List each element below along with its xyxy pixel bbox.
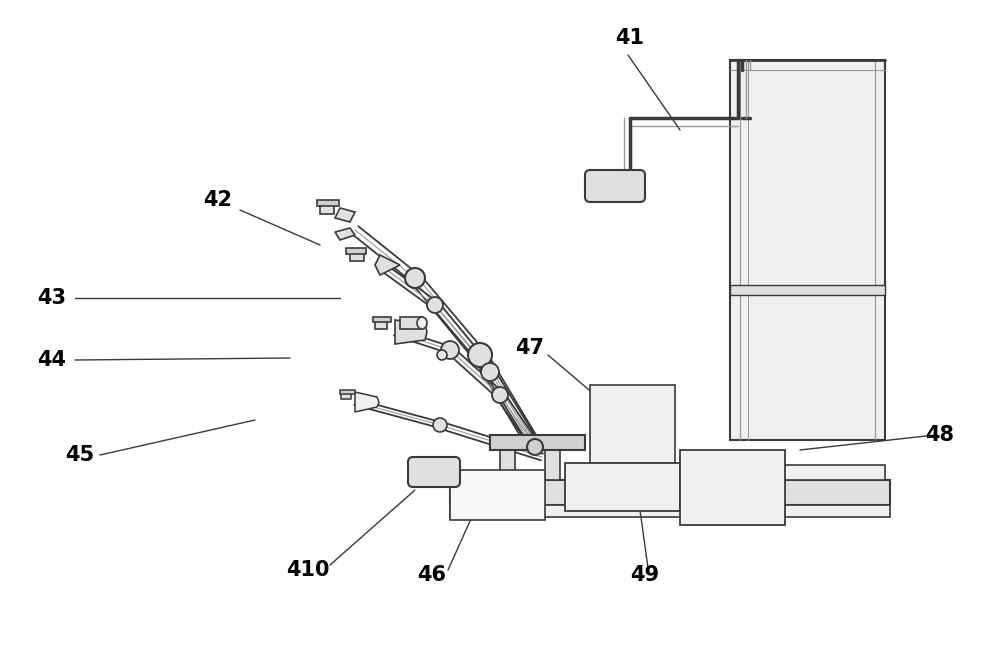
Circle shape [481, 363, 499, 381]
Text: 43: 43 [38, 288, 66, 308]
Circle shape [405, 268, 425, 288]
Polygon shape [395, 320, 427, 344]
Bar [350, 251, 364, 261]
Bar [450, 480, 890, 505]
Ellipse shape [417, 317, 427, 329]
Text: 46: 46 [418, 565, 446, 585]
Circle shape [427, 297, 443, 313]
Polygon shape [375, 255, 400, 275]
Text: 410: 410 [286, 560, 330, 580]
Bar [450, 470, 545, 520]
Bar [500, 450, 515, 480]
Polygon shape [335, 228, 355, 240]
Circle shape [527, 439, 543, 455]
Bar [375, 320, 387, 329]
Bar [565, 463, 680, 511]
Bar [340, 390, 355, 394]
Circle shape [433, 418, 447, 432]
Text: 49: 49 [630, 565, 660, 585]
Bar [320, 204, 334, 214]
Bar [730, 465, 885, 480]
Bar [341, 392, 351, 399]
Circle shape [492, 387, 508, 403]
Circle shape [441, 341, 459, 359]
Text: 41: 41 [616, 28, 644, 48]
FancyBboxPatch shape [408, 457, 460, 487]
Text: 44: 44 [38, 350, 66, 370]
Bar [590, 385, 675, 463]
Polygon shape [335, 208, 355, 222]
Bar [730, 60, 885, 440]
Text: 48: 48 [926, 425, 954, 445]
Polygon shape [355, 392, 379, 412]
Text: 42: 42 [204, 190, 232, 210]
Text: 47: 47 [516, 338, 544, 358]
Circle shape [437, 350, 447, 360]
Text: 45: 45 [65, 445, 95, 465]
FancyBboxPatch shape [585, 170, 645, 202]
Bar [317, 200, 339, 206]
Bar [490, 435, 585, 450]
Bar [400, 317, 422, 329]
Bar [545, 450, 560, 480]
Bar [450, 505, 890, 517]
Bar [730, 285, 885, 295]
Bar [373, 317, 391, 322]
Bar [346, 248, 366, 254]
Bar [680, 450, 785, 525]
Circle shape [468, 343, 492, 367]
